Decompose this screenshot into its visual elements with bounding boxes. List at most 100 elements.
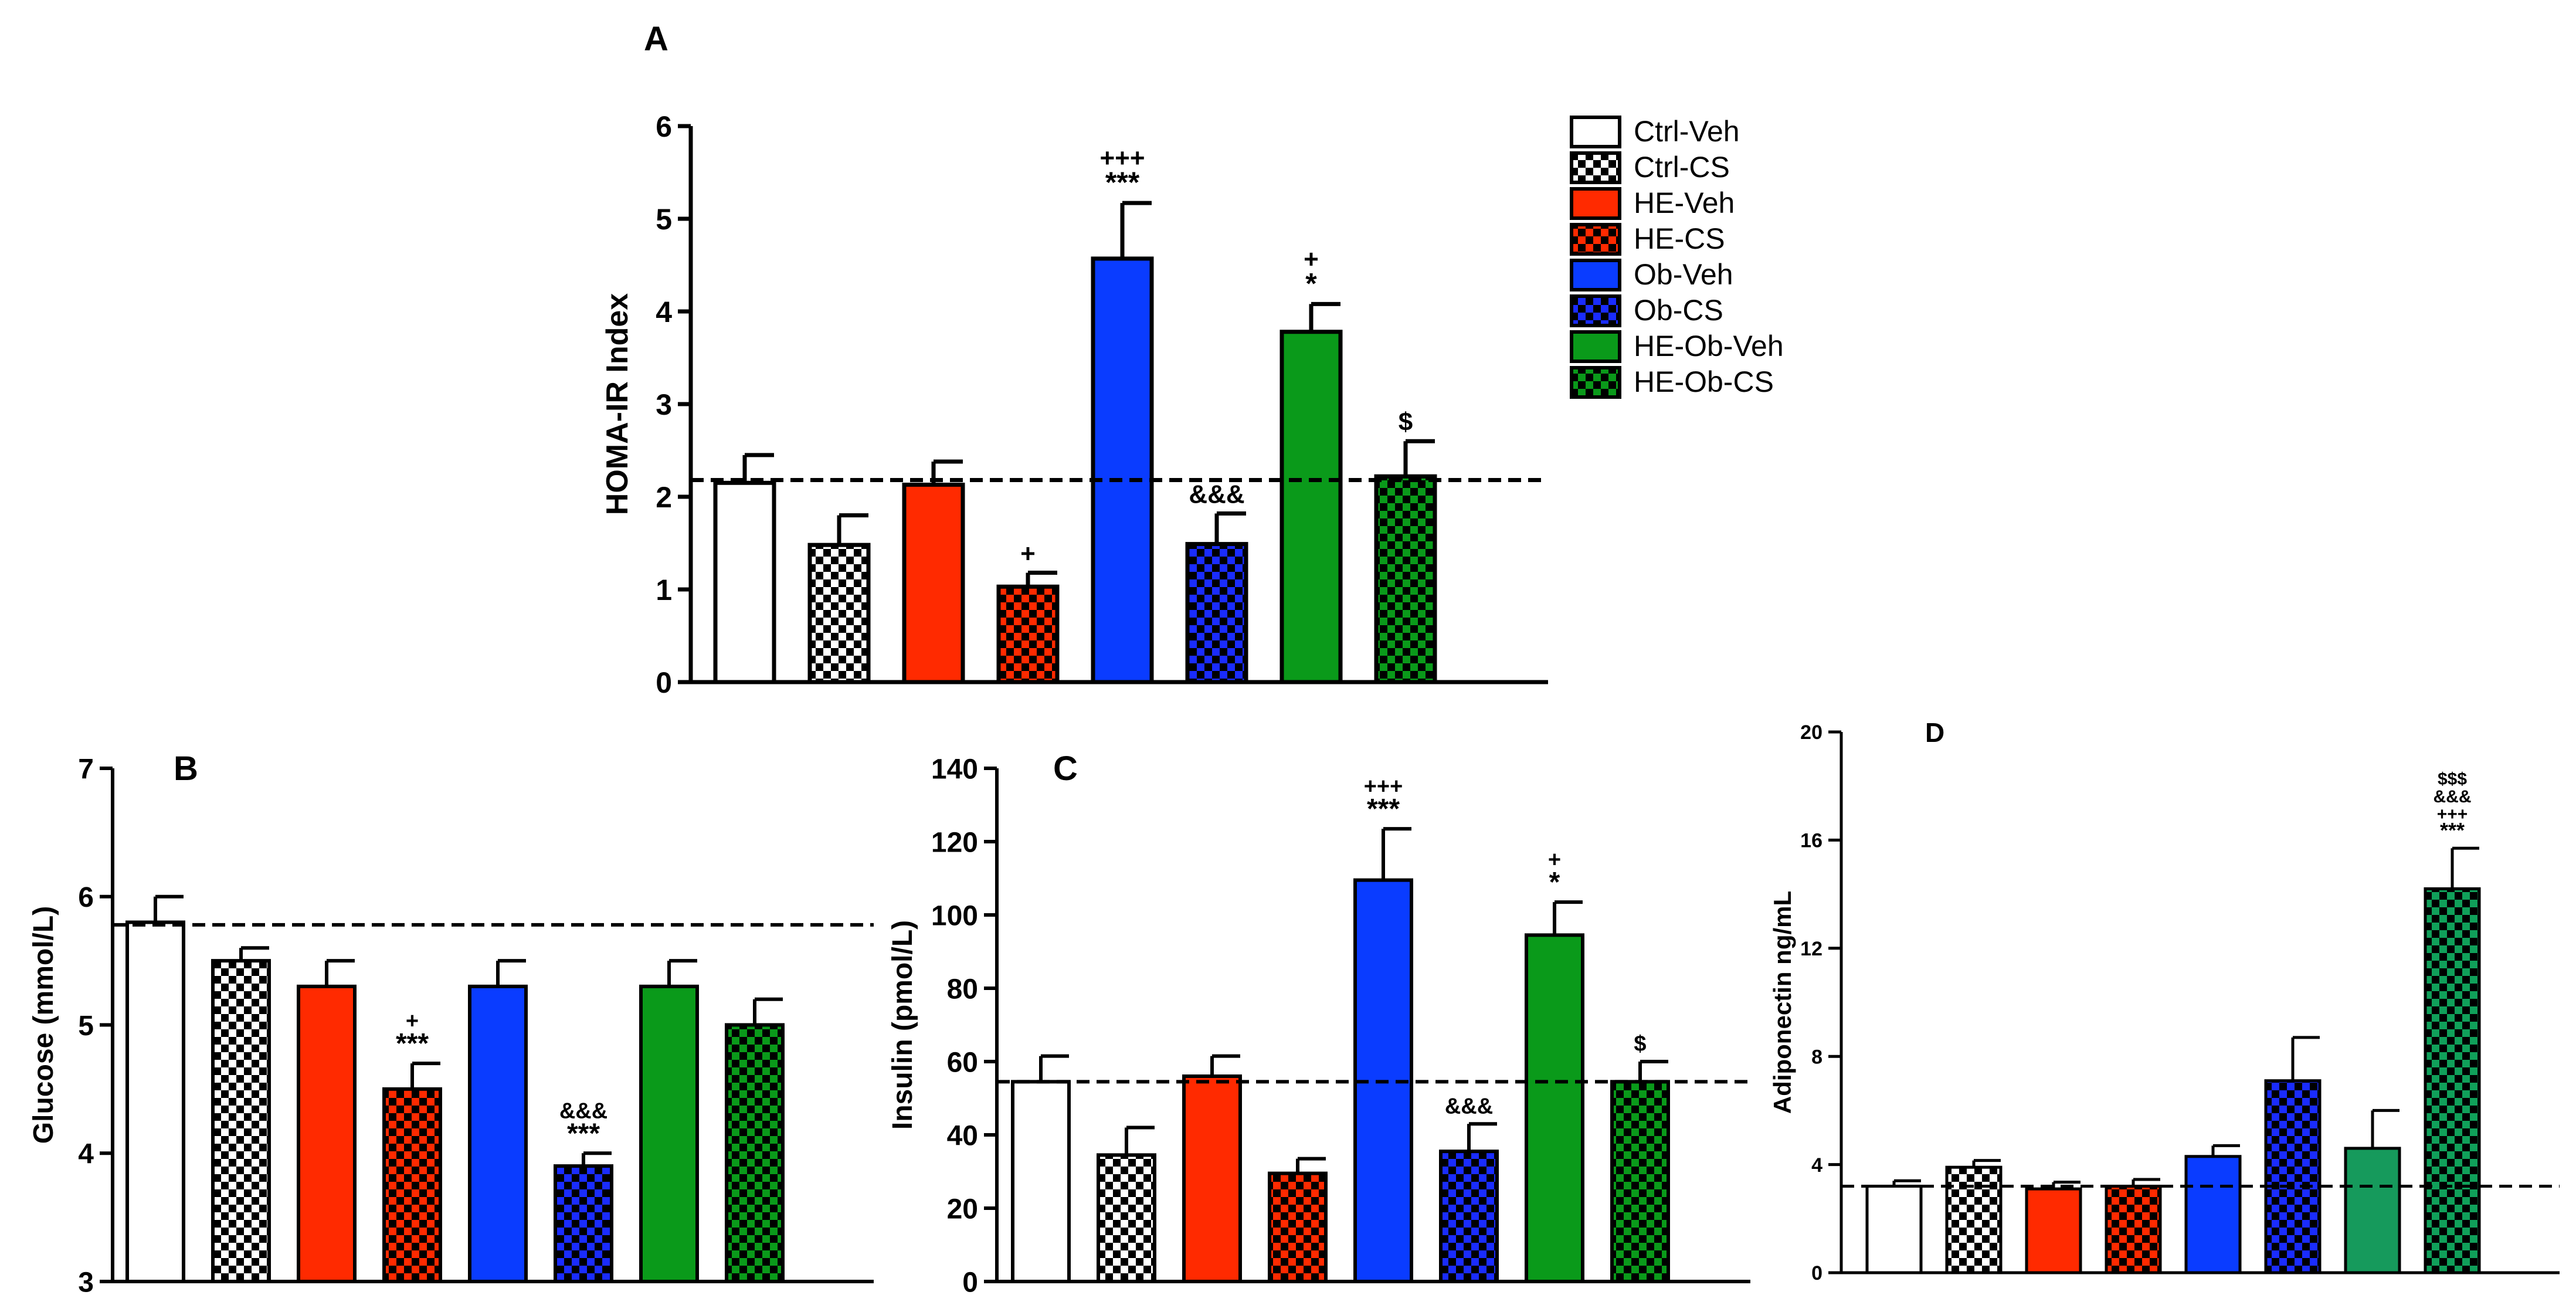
legend: Ctrl-VehCtrl-CSHE-VehHE-CSOb-VehOb-CSHE-… bbox=[1570, 115, 1784, 399]
legend-label: HE-Ob-Veh bbox=[1634, 330, 1784, 362]
y-axis-label: HOMA-IR Index bbox=[600, 293, 634, 516]
y-tick-label: 4 bbox=[1811, 1154, 1822, 1177]
legend-label: HE-Veh bbox=[1634, 187, 1735, 219]
bar-ob-cs bbox=[2264, 1079, 2322, 1274]
legend-label: HE-CS bbox=[1634, 222, 1725, 255]
y-tick-label: 16 bbox=[1800, 830, 1822, 852]
significance-label: + bbox=[1304, 245, 1319, 273]
significance-label: &&& bbox=[1445, 1094, 1493, 1118]
y-tick-label: 12 bbox=[1800, 938, 1822, 960]
y-tick-label: 5 bbox=[78, 1011, 94, 1042]
y-tick-label: 7 bbox=[78, 754, 94, 785]
y-tick-label: 80 bbox=[947, 974, 978, 1005]
y-tick-label: 0 bbox=[1811, 1262, 1822, 1284]
y-tick-label: 20 bbox=[1800, 721, 1822, 744]
legend-swatch-he-ob-cs bbox=[1570, 366, 1621, 399]
bar-he-ob-cs bbox=[725, 1023, 785, 1283]
bar-he-cs bbox=[2105, 1184, 2162, 1274]
significance-label: &&& bbox=[2434, 787, 2472, 806]
legend-swatch-ctrl-veh bbox=[1570, 116, 1621, 148]
y-tick-label: 120 bbox=[931, 827, 978, 858]
y-tick-label: 2 bbox=[656, 481, 672, 514]
y-tick-label: 1 bbox=[656, 574, 672, 606]
significance-label: $ bbox=[1634, 1032, 1646, 1056]
bar-he-ob-cs bbox=[1610, 1080, 1670, 1283]
bar-ob-cs bbox=[554, 1164, 613, 1283]
y-tick-label: 40 bbox=[947, 1120, 978, 1151]
y-tick-label: 6 bbox=[78, 882, 94, 913]
legend-swatch-he-veh bbox=[1570, 187, 1621, 220]
y-axis-label: Glucose (mmol/L) bbox=[28, 906, 59, 1144]
bar-he-veh bbox=[1182, 1074, 1242, 1283]
legend-swatch-he-ob-veh bbox=[1570, 330, 1621, 363]
legend-label: Ob-Veh bbox=[1634, 258, 1733, 291]
y-tick-label: 8 bbox=[1811, 1046, 1822, 1068]
y-tick-label: 3 bbox=[78, 1267, 94, 1298]
significance-label: + bbox=[406, 1009, 419, 1033]
significance-label: $ bbox=[1399, 408, 1413, 436]
bar-he-ob-cs bbox=[2424, 887, 2481, 1274]
bar-he-cs bbox=[996, 584, 1060, 684]
y-tick-label: 100 bbox=[931, 900, 978, 931]
bar-ob-cs bbox=[1439, 1150, 1499, 1283]
panel-d-adiponectin: 0 4 8 12 16 20 Adiponectin ng/mL ***+++&&&$$$ bbox=[1769, 721, 2560, 1284]
panel-label-d: D bbox=[1925, 717, 1944, 748]
legend-swatch-ob-cs bbox=[1570, 294, 1621, 327]
bar-ctrl-veh bbox=[713, 480, 776, 684]
y-tick-label: 0 bbox=[962, 1267, 978, 1298]
significance-label: $$$ bbox=[2438, 769, 2467, 789]
bar-he-ob-cs bbox=[1374, 474, 1437, 684]
bar-he-ob-veh bbox=[2344, 1147, 2401, 1274]
y-tick-label: 140 bbox=[931, 754, 978, 785]
significance-label: +++ bbox=[1099, 144, 1145, 172]
significance-label: +++ bbox=[2437, 805, 2468, 824]
bar-ctrl-veh bbox=[1865, 1184, 1923, 1274]
significance-label: + bbox=[1020, 540, 1036, 568]
y-axis-label: Insulin (pmol/L) bbox=[887, 920, 918, 1130]
bar-he-cs bbox=[1268, 1171, 1328, 1283]
legend-swatch-he-cs bbox=[1570, 223, 1621, 256]
bar-ctrl-cs bbox=[1945, 1165, 2003, 1274]
bar-ob-veh bbox=[2184, 1155, 2242, 1274]
bar-he-ob-veh bbox=[639, 984, 699, 1283]
bar-ctrl-veh bbox=[125, 920, 185, 1283]
legend-label: Ctrl-Veh bbox=[1634, 115, 1740, 148]
bar-ctrl-cs bbox=[211, 959, 271, 1283]
bar-ob-veh bbox=[468, 984, 528, 1283]
legend-swatch-ctrl-cs bbox=[1570, 151, 1621, 184]
bar-ob-cs bbox=[1185, 542, 1248, 684]
bar-he-ob-veh bbox=[1279, 330, 1343, 684]
significance-label: &&& bbox=[559, 1099, 607, 1123]
bar-he-veh bbox=[297, 984, 357, 1283]
legend-label: Ob-CS bbox=[1634, 294, 1723, 327]
significance-label: *** bbox=[2440, 818, 2465, 842]
significance-label: *** bbox=[396, 1028, 429, 1059]
y-tick-label: 60 bbox=[947, 1047, 978, 1078]
significance-label: *** bbox=[1105, 166, 1140, 199]
y-tick-label: 0 bbox=[656, 666, 672, 699]
panel-label-b: B bbox=[174, 750, 198, 788]
y-tick-label: 4 bbox=[656, 296, 672, 328]
panel-label-c: C bbox=[1053, 750, 1078, 788]
significance-label: +++ bbox=[1364, 774, 1403, 799]
bar-ob-veh bbox=[1091, 256, 1154, 684]
y-tick-label: 4 bbox=[78, 1139, 94, 1170]
y-tick-label: 6 bbox=[656, 110, 672, 143]
bar-he-veh bbox=[902, 482, 965, 684]
significance-label: * bbox=[1305, 267, 1317, 300]
significance-label: &&& bbox=[1189, 480, 1244, 508]
bar-he-ob-veh bbox=[1525, 933, 1584, 1283]
y-tick-label: 20 bbox=[947, 1194, 978, 1225]
significance-label: *** bbox=[567, 1118, 600, 1149]
bar-he-veh bbox=[2025, 1187, 2082, 1274]
legend-label: HE-Ob-CS bbox=[1634, 365, 1774, 398]
significance-label: * bbox=[1549, 867, 1560, 898]
bar-he-cs bbox=[382, 1087, 442, 1283]
bar-ctrl-veh bbox=[1011, 1080, 1071, 1283]
panel-label-a: A bbox=[644, 20, 668, 58]
y-axis-label: Adiponectin ng/mL bbox=[1769, 891, 1796, 1114]
